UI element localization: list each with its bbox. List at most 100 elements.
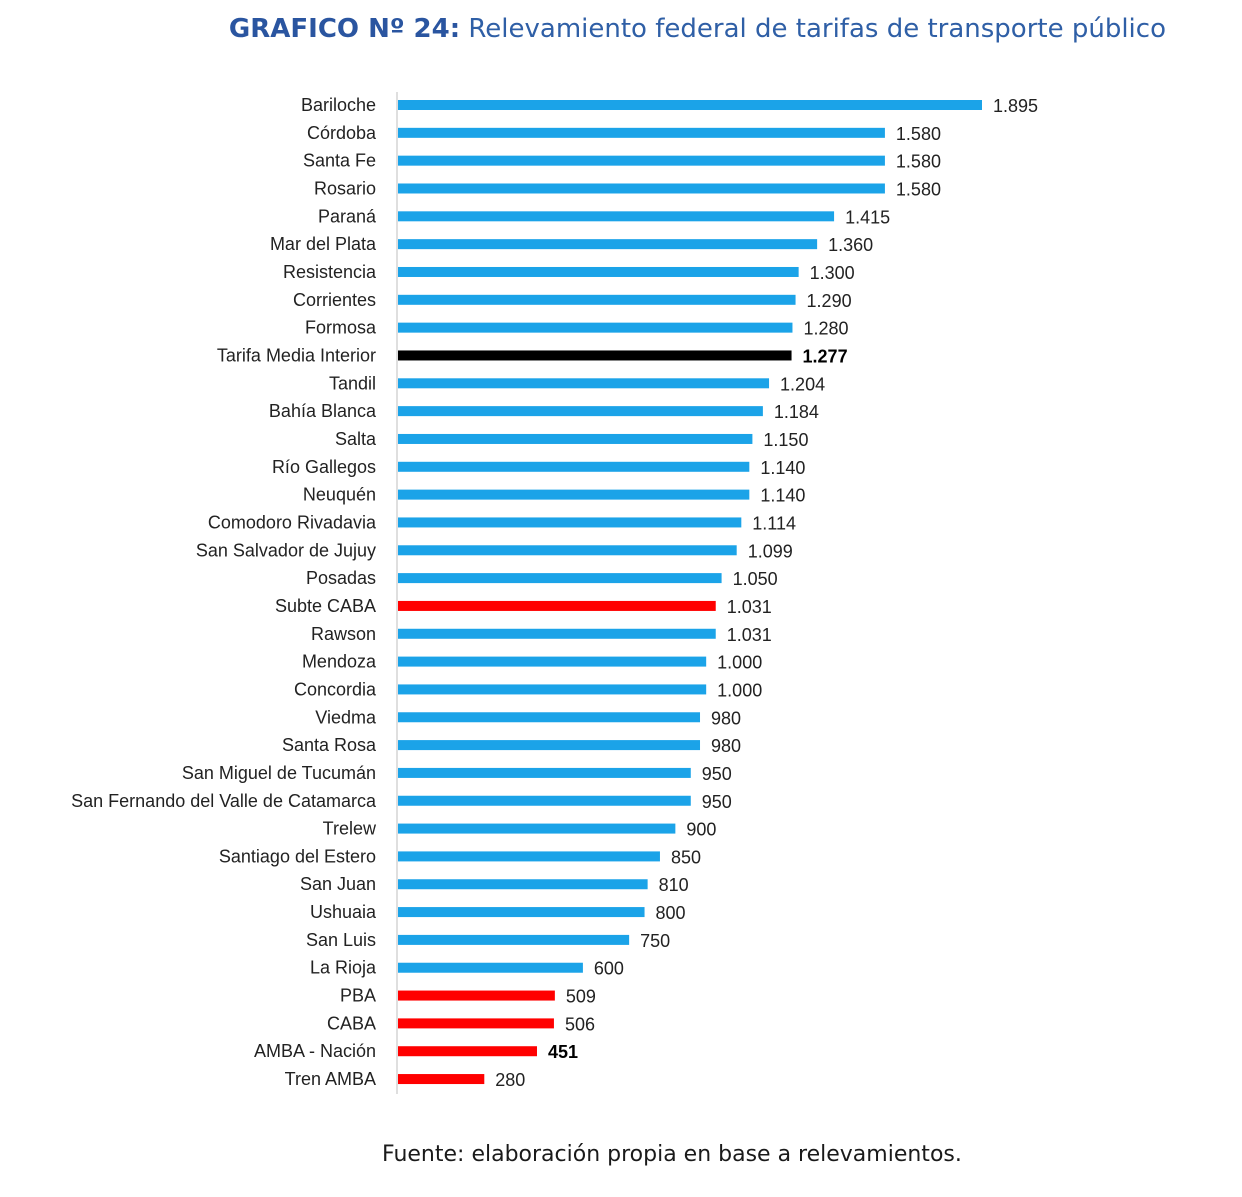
- bar: [398, 127, 885, 138]
- category-label: Concordia: [294, 679, 377, 699]
- bar: [398, 907, 645, 918]
- category-label: Bariloche: [301, 95, 376, 115]
- value-label: 750: [640, 931, 670, 951]
- category-label: Tandil: [329, 373, 376, 393]
- bar: [398, 879, 648, 890]
- value-label: 600: [594, 959, 624, 979]
- bar: [398, 823, 676, 834]
- value-label: 1.360: [828, 235, 873, 255]
- bar: [398, 1046, 537, 1057]
- value-label: 1.277: [803, 346, 848, 366]
- value-label: 810: [659, 875, 689, 895]
- bar: [398, 990, 555, 1001]
- value-label: 950: [702, 764, 732, 784]
- bar: [398, 1018, 554, 1029]
- category-label: Viedma: [315, 707, 377, 727]
- bar: [398, 378, 770, 389]
- bar: [398, 656, 707, 667]
- bar: [398, 211, 835, 222]
- value-label: 1.300: [810, 263, 855, 283]
- bar: [398, 740, 701, 751]
- bar: [398, 461, 750, 472]
- value-label: 1.140: [760, 486, 805, 506]
- value-label: 1.000: [717, 653, 762, 673]
- value-label: 1.580: [896, 152, 941, 172]
- value-label: 1.204: [780, 374, 825, 394]
- value-label: 451: [548, 1042, 578, 1062]
- bar: [398, 962, 583, 973]
- bar: [398, 406, 763, 417]
- bar: [398, 517, 742, 528]
- bar: [398, 294, 796, 305]
- value-label: 1.580: [896, 179, 941, 199]
- value-label: 1.031: [727, 597, 772, 617]
- value-label: 950: [702, 792, 732, 812]
- category-label: La Rioja: [310, 958, 377, 978]
- bar: [398, 573, 722, 584]
- value-label: 506: [565, 1014, 595, 1034]
- category-label: Río Gallegos: [272, 457, 376, 477]
- bar: [398, 489, 750, 500]
- value-label: 850: [671, 847, 701, 867]
- category-label: Tren AMBA: [285, 1069, 376, 1089]
- bar: [398, 322, 793, 333]
- bar: [398, 433, 753, 444]
- category-label: Rawson: [311, 624, 376, 644]
- value-label: 1.140: [760, 458, 805, 478]
- value-label: 1.114: [752, 513, 796, 533]
- chart-title-text: Relevamiento federal de tarifas de trans…: [460, 14, 1166, 44]
- category-label: Ushuaia: [310, 902, 377, 922]
- value-label: 800: [656, 903, 686, 923]
- value-label: 509: [566, 987, 596, 1007]
- category-label: Formosa: [305, 318, 377, 338]
- category-label: Santiago del Estero: [219, 846, 376, 866]
- value-label: 900: [686, 820, 716, 840]
- category-label: Comodoro Rivadavia: [208, 512, 377, 532]
- bar: [398, 600, 716, 611]
- chart-title-prefix: GRAFICO Nº 24:: [228, 14, 461, 44]
- bar: [398, 628, 716, 639]
- value-label: 1.415: [845, 207, 890, 227]
- category-label: San Miguel de Tucumán: [182, 763, 376, 783]
- category-label: San Luis: [306, 930, 376, 950]
- bars-layer: Bariloche 1.895 Córdoba 1.580 Santa Fe 1.580 R…: [71, 95, 1038, 1090]
- category-label: Resistencia: [283, 262, 377, 282]
- category-label: San Juan: [300, 874, 376, 894]
- bar: [398, 934, 630, 945]
- category-label: PBA: [340, 986, 376, 1006]
- value-label: 1.290: [807, 291, 852, 311]
- value-label: 1.099: [748, 541, 793, 561]
- category-label: Rosario: [314, 178, 376, 198]
- category-label: San Salvador de Jujuy: [196, 540, 376, 560]
- bar: [398, 1074, 485, 1085]
- category-label: Mendoza: [302, 652, 377, 672]
- category-label: Mar del Plata: [270, 234, 377, 254]
- value-label: 1.580: [896, 124, 941, 144]
- category-label: Salta: [335, 429, 377, 449]
- category-label: Trelew: [323, 819, 377, 839]
- value-label: 1.150: [763, 430, 808, 450]
- bar: [398, 100, 982, 110]
- category-label: Santa Fe: [303, 151, 376, 171]
- source-note: Fuente: elaboración propia en base a rel…: [382, 1142, 962, 1167]
- bar: [398, 155, 885, 166]
- bar: [398, 795, 691, 806]
- bar: [398, 545, 737, 556]
- bar: [398, 851, 660, 862]
- chart-title: GRAFICO Nº 24: Relevamiento federal de t…: [0, 14, 1166, 44]
- bar: [398, 266, 799, 277]
- category-label: Subte CABA: [275, 596, 376, 616]
- bar: [398, 350, 792, 361]
- category-label: CABA: [327, 1013, 376, 1033]
- value-label: 980: [711, 708, 741, 728]
- category-label: Neuquén: [303, 485, 376, 505]
- category-label: Tarifa Media Interior: [217, 345, 376, 365]
- value-label: 1.050: [733, 569, 778, 589]
- category-label: Bahía Blanca: [269, 401, 377, 421]
- category-label: Corrientes: [293, 290, 376, 310]
- bar: [398, 183, 885, 194]
- category-label: Posadas: [306, 568, 376, 588]
- bar: [398, 712, 701, 723]
- bar: [398, 684, 707, 695]
